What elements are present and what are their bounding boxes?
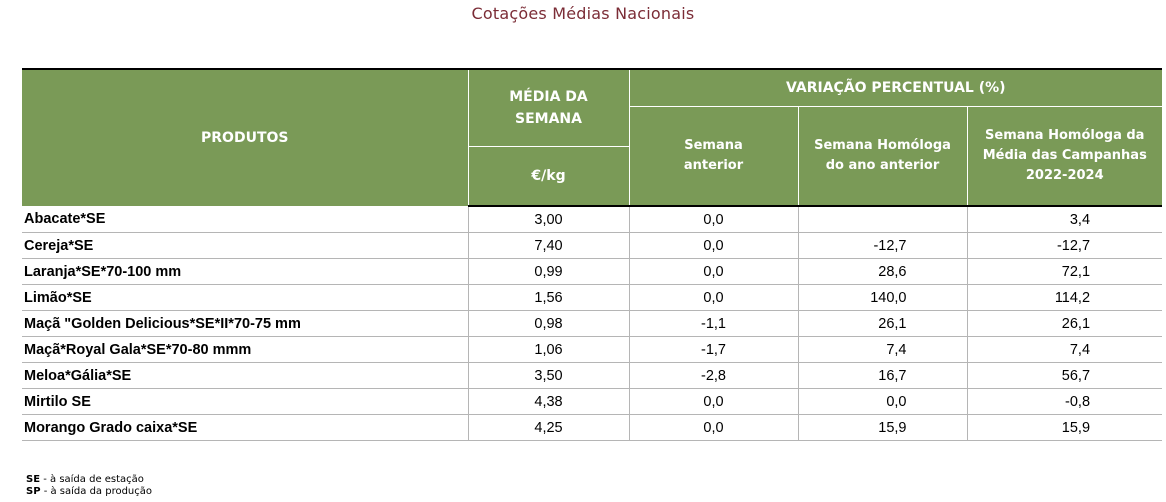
header-variacao: VARIAÇÃO PERCENTUAL (%) [628,68,1163,107]
table-row: Limão*SE 1,56 0,0 140,0 114,2 [22,284,1163,311]
table-body: Abacate*SE 3,00 0,0 3,4 Cereja*SE 7,40 0… [22,206,1163,441]
cell-homologa-campanhas: 26,1 [967,310,1163,337]
cell-homologa-ano-anterior: 26,1 [798,310,968,337]
cell-homologa-ano-anterior: 28,6 [798,258,968,285]
cell-homologa-ano-anterior: 15,9 [798,414,968,441]
cell-semana-anterior: -1,1 [629,310,799,337]
cell-product: Maçã "Golden Delicious*SE*II*70-75 mm [22,310,469,337]
header-products: PRODUTOS [22,68,469,207]
cell-media: 0,99 [468,258,630,285]
footnote-text: - à saída da produção [40,486,153,497]
cell-product: Meloa*Gália*SE [22,362,469,389]
table-row: Meloa*Gália*SE 3,50 -2,8 16,7 56,7 [22,362,1163,389]
cell-product: Limão*SE [22,284,469,311]
header-semana-anterior: Semana anterior [628,106,799,207]
cell-homologa-ano-anterior: -12,7 [798,232,968,259]
cell-media: 1,06 [468,336,630,363]
cell-homologa-ano-anterior [798,206,968,233]
table-row: Mirtilo SE 4,38 0,0 0,0 -0,8 [22,388,1163,415]
price-table: PRODUTOS MÉDIA DA SEMANA VARIAÇÃO PERCEN… [22,68,1163,441]
cell-homologa-campanhas: 56,7 [967,362,1163,389]
cell-homologa-campanhas: -0,8 [967,388,1163,415]
header-campanhas-line2: Média das Campanhas [982,148,1147,163]
header-homologa-line1: Semana Homóloga [814,138,951,153]
table-row: Morango Grado caixa*SE 4,25 0,0 15,9 15,… [22,414,1163,441]
cell-media: 3,00 [468,206,630,233]
cell-product: Laranja*SE*70-100 mm [22,258,469,285]
cell-media: 7,40 [468,232,630,259]
cell-product: Maçã*Royal Gala*SE*70-80 mmm [22,336,469,363]
table-row: Maçã*Royal Gala*SE*70-80 mmm 1,06 -1,7 7… [22,336,1163,363]
cell-homologa-ano-anterior: 0,0 [798,388,968,415]
header-semana-anterior-line2: anterior [683,158,744,173]
cell-homologa-ano-anterior: 16,7 [798,362,968,389]
footnote-sp: SP - à saída da produção [26,486,152,498]
cell-homologa-campanhas: 15,9 [967,414,1163,441]
cell-homologa-ano-anterior: 7,4 [798,336,968,363]
footnotes: SE - à saída de estação SP - à saída da … [26,474,152,498]
table-row: Cereja*SE 7,40 0,0 -12,7 -12,7 [22,232,1163,259]
cell-semana-anterior: -2,8 [629,362,799,389]
cell-semana-anterior: 0,0 [629,284,799,311]
cell-homologa-campanhas: 72,1 [967,258,1163,285]
table-header: PRODUTOS MÉDIA DA SEMANA VARIAÇÃO PERCEN… [22,68,1163,207]
page-title: Cotações Médias Nacionais [471,4,695,23]
footnote-abbr: SE [26,474,41,485]
table-row: Laranja*SE*70-100 mm 0,99 0,0 28,6 72,1 [22,258,1163,285]
cell-semana-anterior: -1,7 [629,336,799,363]
cell-homologa-campanhas: 7,4 [967,336,1163,363]
footnote-se: SE - à saída de estação [26,474,152,486]
cell-media: 3,50 [468,362,630,389]
cell-semana-anterior: 0,0 [629,206,799,233]
header-homologa-campanhas: Semana Homóloga da Média das Campanhas 2… [966,106,1163,207]
cell-product: Morango Grado caixa*SE [22,414,469,441]
footnote-text: - à saída de estação [40,474,144,485]
cell-semana-anterior: 0,0 [629,414,799,441]
table-row: Maçã "Golden Delicious*SE*II*70-75 mm 0,… [22,310,1163,337]
cell-homologa-campanhas: 114,2 [967,284,1163,311]
cell-media: 0,98 [468,310,630,337]
header-semana-anterior-line1: Semana [684,138,743,153]
header-campanhas-line3: 2022-2024 [1025,168,1104,183]
cell-homologa-campanhas: -12,7 [967,232,1163,259]
header-media-semana: MÉDIA DA SEMANA [467,68,630,147]
cell-media: 4,38 [468,388,630,415]
header-media-line1: MÉDIA DA [509,89,588,105]
cell-homologa-campanhas: 3,4 [967,206,1163,233]
header-media-line2: SEMANA [515,111,582,127]
header-campanhas-line1: Semana Homóloga da [985,128,1145,143]
header-homologa-ano-anterior: Semana Homóloga do ano anterior [797,106,968,207]
footnote-abbr: SP [26,486,41,497]
cell-media: 1,56 [468,284,630,311]
cell-product: Mirtilo SE [22,388,469,415]
cell-homologa-ano-anterior: 140,0 [798,284,968,311]
cell-semana-anterior: 0,0 [629,258,799,285]
header-unit: €/kg [467,146,630,207]
cell-product: Cereja*SE [22,232,469,259]
table-row: Abacate*SE 3,00 0,0 3,4 [22,206,1163,233]
cell-semana-anterior: 0,0 [629,388,799,415]
cell-semana-anterior: 0,0 [629,232,799,259]
cell-product: Abacate*SE [22,206,469,233]
header-homologa-line2: do ano anterior [825,158,940,173]
cell-media: 4,25 [468,414,630,441]
